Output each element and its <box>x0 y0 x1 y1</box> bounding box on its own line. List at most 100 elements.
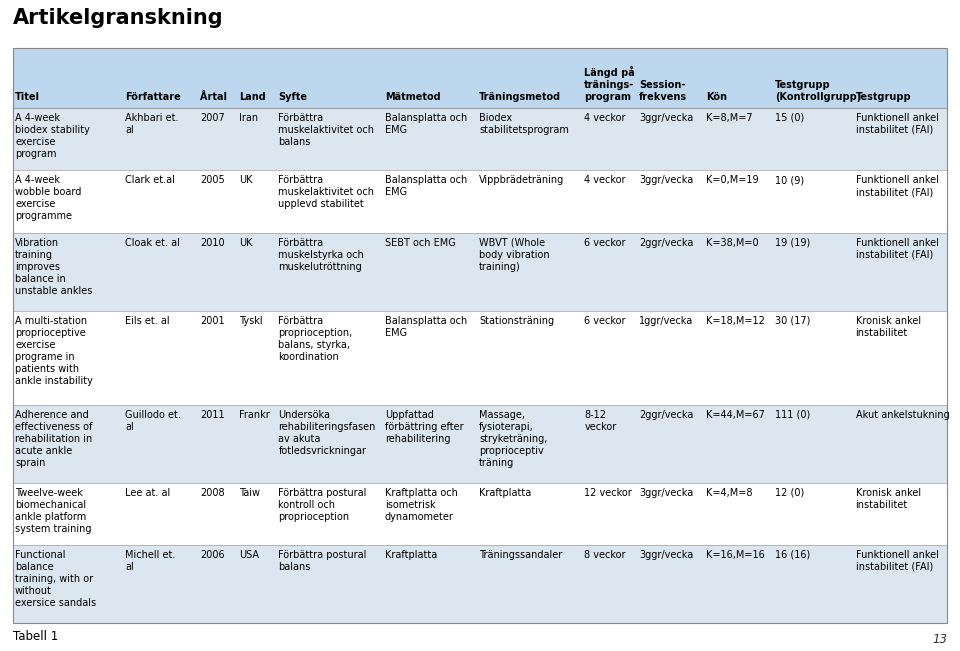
Text: Stationsträning: Stationsträning <box>479 316 554 326</box>
Text: A 4-week
wobble board
exercise
programme: A 4-week wobble board exercise programme <box>15 175 82 221</box>
Text: Uppfattad
förbättring efter
rehabilitering: Uppfattad förbättring efter rehabiliteri… <box>385 409 464 443</box>
Text: 2005: 2005 <box>200 175 225 186</box>
Text: Träningsmetod: Träningsmetod <box>479 92 562 102</box>
Text: Funktionell ankel
instabilitet (FAI): Funktionell ankel instabilitet (FAI) <box>855 175 939 197</box>
Text: Frankr: Frankr <box>239 409 270 419</box>
Text: USA: USA <box>239 550 259 560</box>
Text: Förbättra
muskelaktivitet och
upplevd stabilitet: Förbättra muskelaktivitet och upplevd st… <box>278 175 374 210</box>
Text: K=16,M=16: K=16,M=16 <box>707 550 765 560</box>
Text: 3ggr/vecka: 3ggr/vecka <box>639 175 693 186</box>
Text: 1ggr/vecka: 1ggr/vecka <box>639 316 693 326</box>
Text: 12 veckor: 12 veckor <box>585 488 632 497</box>
Text: Vibration
training
improves
balance in
unstable ankles: Vibration training improves balance in u… <box>15 238 92 296</box>
Text: 2ggr/vecka: 2ggr/vecka <box>639 238 694 248</box>
Text: Funktionell ankel
instabilitet (FAI): Funktionell ankel instabilitet (FAI) <box>855 113 939 135</box>
Bar <box>13 404 947 482</box>
Text: Tweelve-week
biomechanical
ankle platform
system training: Tweelve-week biomechanical ankle platfor… <box>15 488 91 534</box>
Text: 8-12
veckor: 8-12 veckor <box>585 409 616 432</box>
Text: 2001: 2001 <box>200 316 225 326</box>
Text: 2ggr/vecka: 2ggr/vecka <box>639 409 694 419</box>
Text: Akut ankelstukning: Akut ankelstukning <box>855 409 949 419</box>
Text: K=38,M=0: K=38,M=0 <box>707 238 758 248</box>
Text: 6 veckor: 6 veckor <box>585 238 626 248</box>
Text: Förbättra
muskelaktivitet och
balans: Förbättra muskelaktivitet och balans <box>278 113 374 147</box>
Text: Cloak et. al: Cloak et. al <box>125 238 180 248</box>
Text: Taiw: Taiw <box>239 488 260 497</box>
Text: Författare: Författare <box>125 92 180 102</box>
Text: Kön: Kön <box>707 92 727 102</box>
Text: 3ggr/vecka: 3ggr/vecka <box>639 113 693 123</box>
Text: Kraftplatta och
isometrisk
dynamometer: Kraftplatta och isometrisk dynamometer <box>385 488 458 521</box>
Text: Akhbari et.
al: Akhbari et. al <box>125 113 179 135</box>
Text: 6 veckor: 6 veckor <box>585 316 626 326</box>
Text: Balansplatta och
EMG: Balansplatta och EMG <box>385 175 467 197</box>
Text: 2006: 2006 <box>200 550 225 560</box>
Text: Lee at. al: Lee at. al <box>125 488 170 497</box>
Text: A 4-week
biodex stability
exercise
program: A 4-week biodex stability exercise progr… <box>15 113 90 159</box>
Text: Förbättra postural
kontroll och
proprioception: Förbättra postural kontroll och proprioc… <box>278 488 367 521</box>
Text: Testgrupp: Testgrupp <box>855 92 911 102</box>
Text: 19 (19): 19 (19) <box>775 238 810 248</box>
Text: Funktionell ankel
instabilitet (FAI): Funktionell ankel instabilitet (FAI) <box>855 550 939 572</box>
Text: Mätmetod: Mätmetod <box>385 92 441 102</box>
Text: K=8,M=7: K=8,M=7 <box>707 113 753 123</box>
Text: Guillodo et.
al: Guillodo et. al <box>125 409 181 432</box>
Text: 10 (9): 10 (9) <box>775 175 804 186</box>
Text: Kraftplatta: Kraftplatta <box>385 550 437 560</box>
Text: 15 (0): 15 (0) <box>775 113 804 123</box>
Text: Kronisk ankel
instabilitet: Kronisk ankel instabilitet <box>855 316 921 338</box>
Text: 2010: 2010 <box>200 238 225 248</box>
Text: Functional
balance
training, with or
without
exersice sandals: Functional balance training, with or wit… <box>15 550 96 608</box>
Text: UK: UK <box>239 238 252 248</box>
Text: Kronisk ankel
instabilitet: Kronisk ankel instabilitet <box>855 488 921 510</box>
Text: Förbättra
muskelstyrka och
muskelutröttning: Förbättra muskelstyrka och muskelutröttn… <box>278 238 364 272</box>
Text: Artikelgranskning: Artikelgranskning <box>13 8 224 28</box>
Text: K=0,M=19: K=0,M=19 <box>707 175 758 186</box>
Text: Tabell 1: Tabell 1 <box>13 630 59 643</box>
Text: Längd på
tränings-
program: Längd på tränings- program <box>585 66 635 102</box>
Text: Session-
frekvens: Session- frekvens <box>639 80 687 102</box>
Bar <box>13 311 947 404</box>
Text: 3ggr/vecka: 3ggr/vecka <box>639 550 693 560</box>
Text: 2011: 2011 <box>200 409 225 419</box>
Text: 13: 13 <box>932 633 947 646</box>
Text: K=44,M=67: K=44,M=67 <box>707 409 765 419</box>
Text: Kraftplatta: Kraftplatta <box>479 488 531 497</box>
Text: Testgrupp
(Kontrollgrupp): Testgrupp (Kontrollgrupp) <box>775 80 861 102</box>
Text: K=4,M=8: K=4,M=8 <box>707 488 753 497</box>
Text: Titel: Titel <box>15 92 40 102</box>
Text: Funktionell ankel
instabilitet (FAI): Funktionell ankel instabilitet (FAI) <box>855 238 939 260</box>
Text: Förbättra postural
balans: Förbättra postural balans <box>278 550 367 572</box>
Text: Massage,
fysioterapi,
stryketräning,
proprioceptiv
träning: Massage, fysioterapi, stryketräning, pro… <box>479 409 547 467</box>
Text: WBVT (Whole
body vibration
training): WBVT (Whole body vibration training) <box>479 238 550 272</box>
Text: Tyskl: Tyskl <box>239 316 263 326</box>
Bar <box>13 48 947 108</box>
Text: Balansplatta och
EMG: Balansplatta och EMG <box>385 316 467 338</box>
Bar <box>13 482 947 545</box>
Text: 2007: 2007 <box>200 113 225 123</box>
Text: 16 (16): 16 (16) <box>775 550 810 560</box>
Text: Träningssandaler: Träningssandaler <box>479 550 563 560</box>
Text: 3ggr/vecka: 3ggr/vecka <box>639 488 693 497</box>
Bar <box>13 108 947 171</box>
Text: SEBT och EMG: SEBT och EMG <box>385 238 455 248</box>
Text: Undersöka
rehabiliteringsfasen
av akuta
fotledsvrickningar: Undersöka rehabiliteringsfasen av akuta … <box>278 409 376 456</box>
Text: A multi-station
proprioceptive
exercise
programe in
patients with
ankle instabil: A multi-station proprioceptive exercise … <box>15 316 93 386</box>
Text: K=18,M=12: K=18,M=12 <box>707 316 765 326</box>
Text: Iran: Iran <box>239 113 258 123</box>
Text: Årtal: Årtal <box>200 92 227 102</box>
Text: Michell et.
al: Michell et. al <box>125 550 176 572</box>
Text: Land: Land <box>239 92 266 102</box>
Text: 8 veckor: 8 veckor <box>585 550 626 560</box>
Text: 111 (0): 111 (0) <box>775 409 810 419</box>
Text: Clark et.al: Clark et.al <box>125 175 175 186</box>
Bar <box>13 233 947 311</box>
Text: Förbättra
proprioception,
balans, styrka,
koordination: Förbättra proprioception, balans, styrka… <box>278 316 352 362</box>
Text: Biodex
stabilitetsprogram: Biodex stabilitetsprogram <box>479 113 569 135</box>
Bar <box>13 545 947 623</box>
Text: 30 (17): 30 (17) <box>775 316 810 326</box>
Bar <box>13 171 947 233</box>
Text: Syfte: Syfte <box>278 92 307 102</box>
Text: Eils et. al: Eils et. al <box>125 316 170 326</box>
Bar <box>13 48 947 623</box>
